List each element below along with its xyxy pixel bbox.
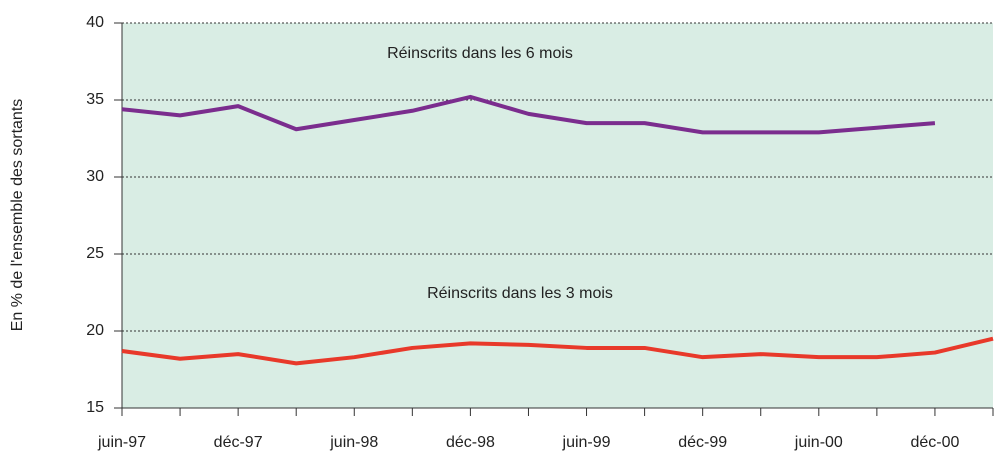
y-tick-label: 40	[86, 14, 104, 31]
x-tick-label: déc-98	[446, 434, 495, 451]
x-tick-label: déc-97	[214, 434, 263, 451]
series-label: Réinscrits dans les 6 mois	[387, 45, 573, 62]
plot-area	[122, 23, 993, 408]
series-label: Réinscrits dans les 3 mois	[427, 285, 613, 302]
line-series	[121, 94, 936, 135]
y-tick-label: 30	[86, 168, 104, 185]
x-tick-label: juin-98	[329, 434, 378, 451]
x-tick-label: juin-00	[794, 434, 843, 451]
x-tick-label: déc-00	[910, 434, 959, 451]
x-tick-label: juin-97	[97, 434, 146, 451]
y-tick-label: 35	[86, 91, 104, 108]
y-tick-label: 20	[86, 322, 104, 339]
y-tick-label: 15	[86, 399, 104, 416]
x-tick-label: juin-99	[562, 434, 611, 451]
y-tick-label: 25	[86, 245, 104, 262]
x-tick-label: déc-99	[678, 434, 727, 451]
line-series	[121, 336, 994, 366]
y-axis-label: En % de l'ensemble des sortants	[9, 99, 26, 332]
